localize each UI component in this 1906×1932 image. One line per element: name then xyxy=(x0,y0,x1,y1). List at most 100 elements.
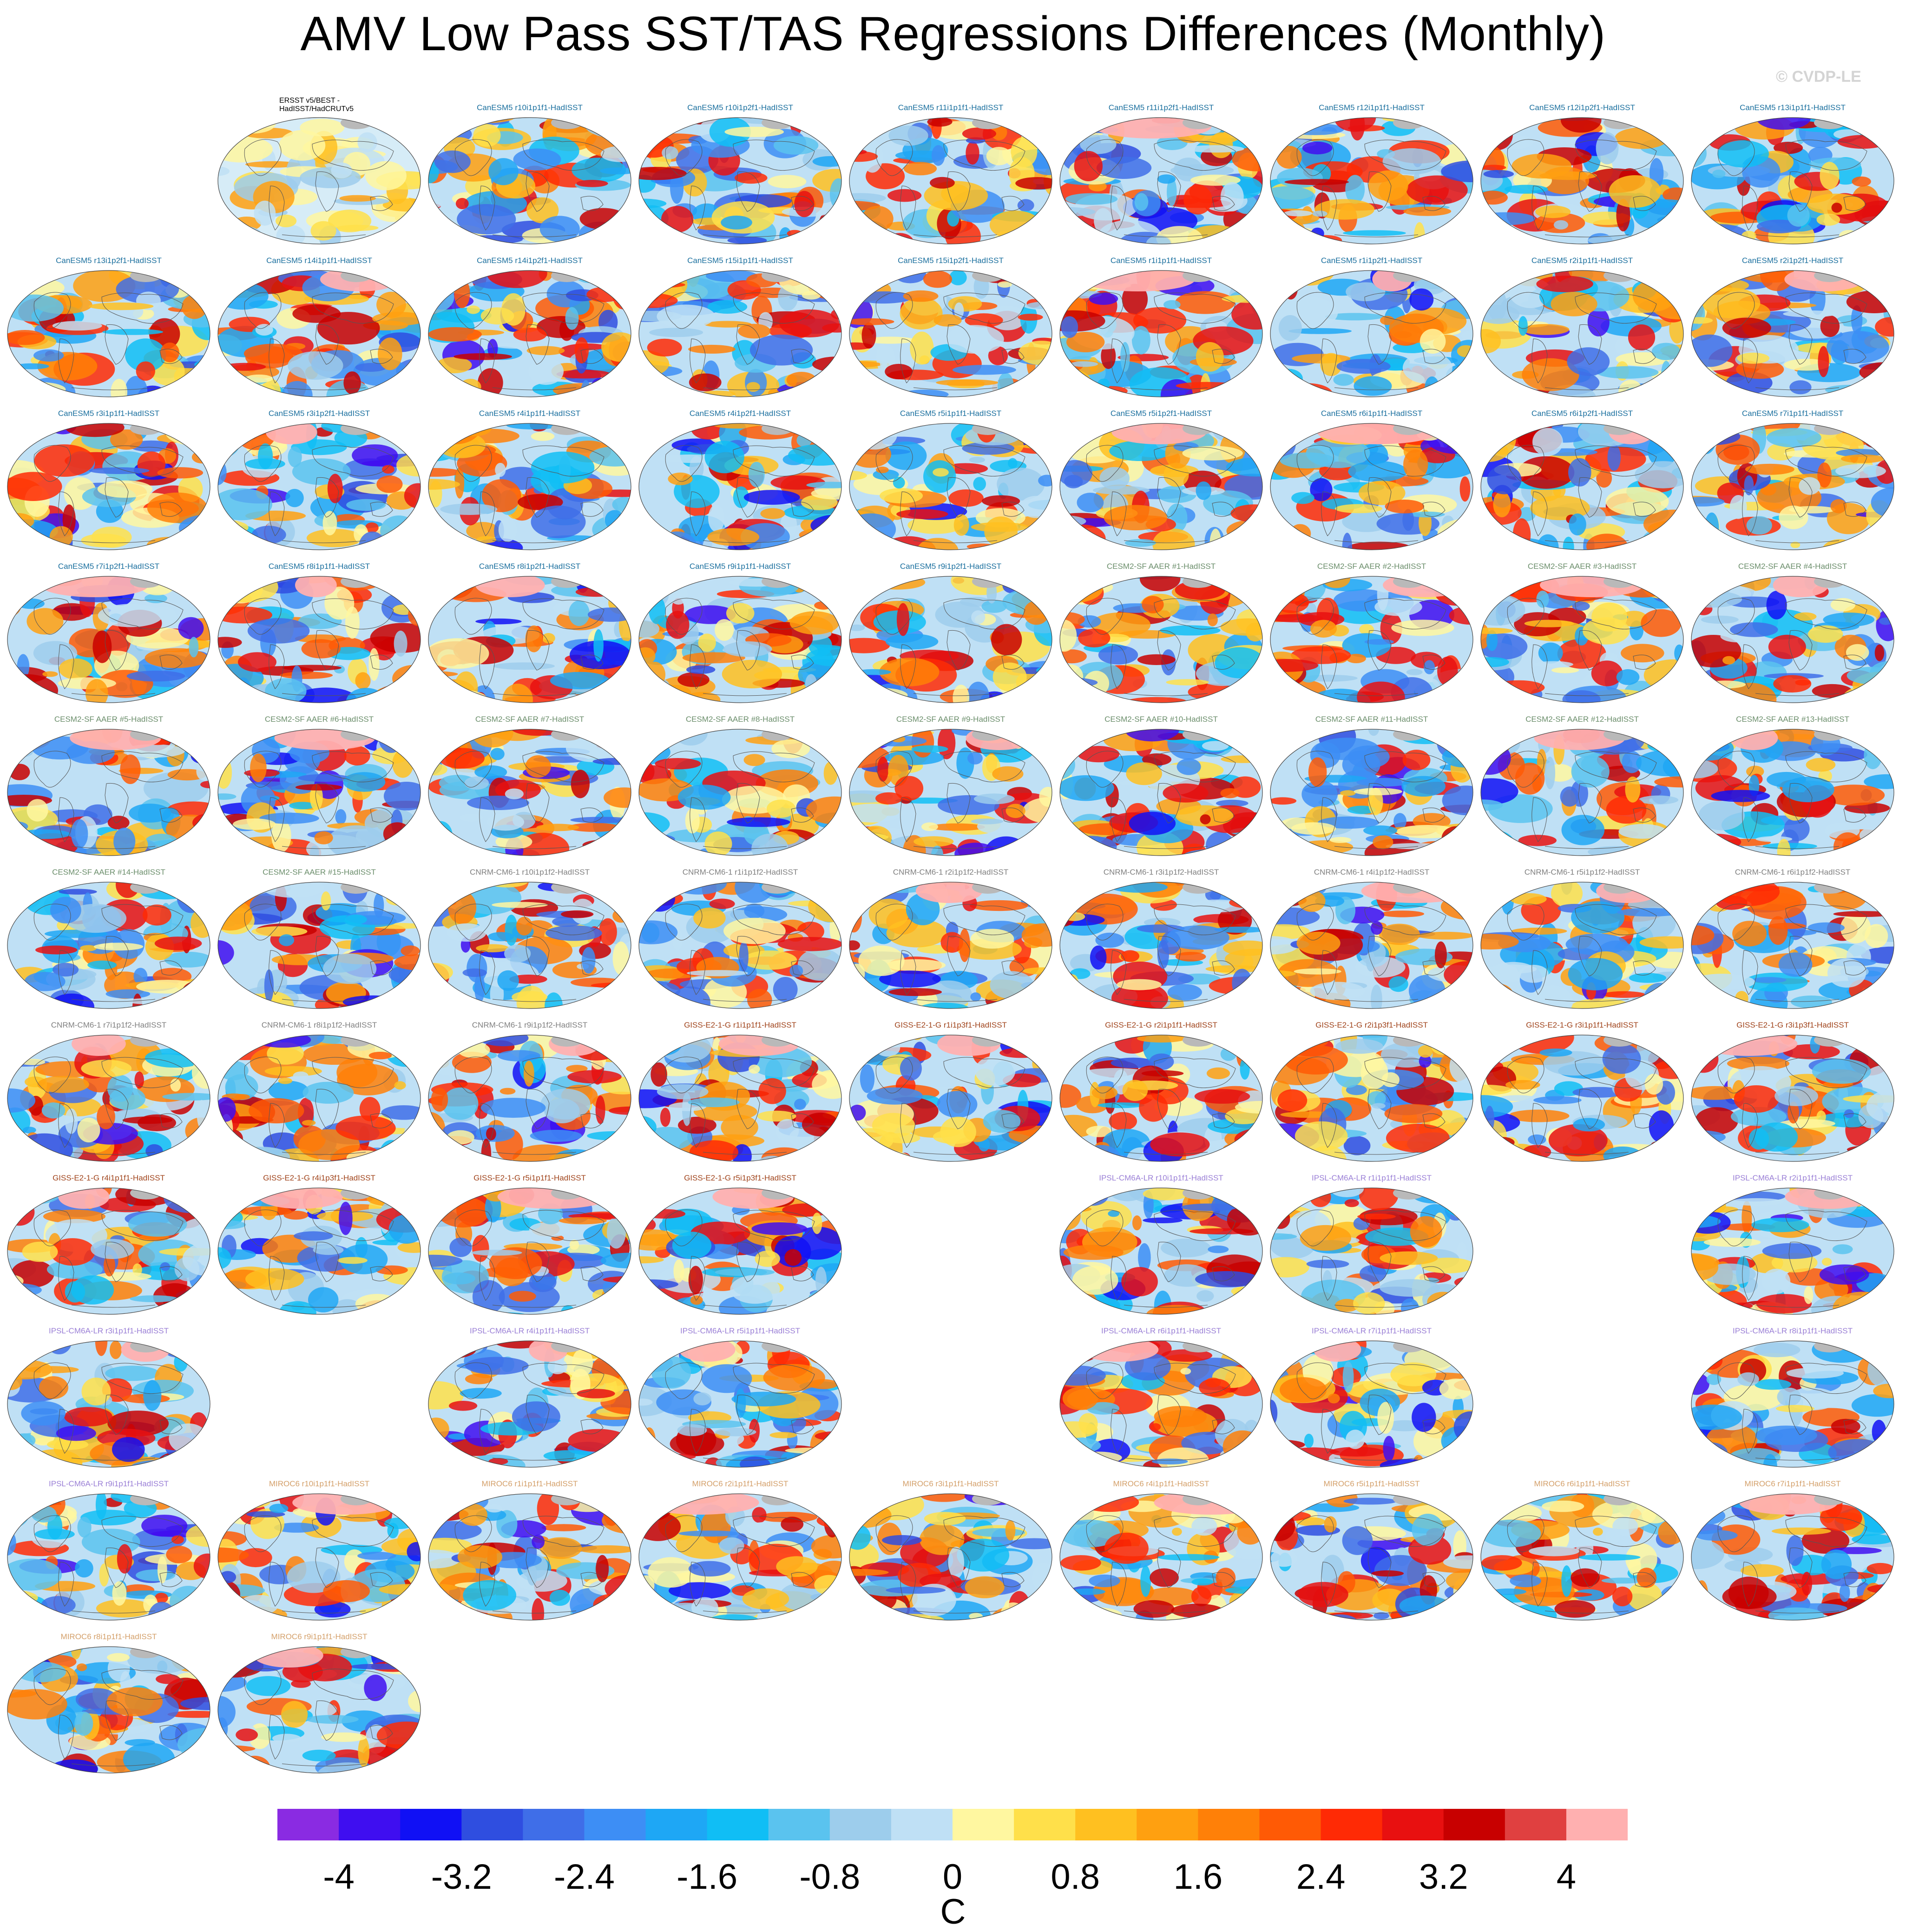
regression-field xyxy=(1480,728,1684,857)
regression-field xyxy=(638,728,842,857)
colorbar-swatch xyxy=(339,1809,401,1840)
panel-title: CESM2-SF AAER #5-HadISST xyxy=(4,715,214,724)
map-panel: CESM2-SF AAER #1-HadISST xyxy=(1056,562,1266,710)
colorbar-swatch xyxy=(953,1809,1014,1840)
world-map xyxy=(1480,1034,1684,1163)
world-map xyxy=(1059,1034,1263,1163)
map-panel: CNRM-CM6-1 r5i1p1f2-HadISST xyxy=(1477,868,1687,1015)
world-map xyxy=(1269,881,1474,1010)
panel-title: CESM2-SF AAER #14-HadISST xyxy=(4,868,214,877)
panel-title: CNRM-CM6-1 r1i1p1f2-HadISST xyxy=(635,868,845,877)
panel-title: GISS-E2-1-G r5i1p3f1-HadISST xyxy=(635,1174,845,1183)
panel-title: GISS-E2-1-G r5i1p1f1-HadISST xyxy=(425,1174,635,1183)
regression-field xyxy=(1690,728,1895,857)
world-map xyxy=(1690,1187,1895,1316)
panel-title: CanESM5 r15i1p1f1-HadISST xyxy=(635,256,845,265)
regression-field xyxy=(427,575,632,704)
map-panel: IPSL-CM6A-LR r2i1p1f1-HadISST xyxy=(1688,1174,1898,1321)
map-panel: IPSL-CM6A-LR r9i1p1f1-HadISST xyxy=(4,1479,214,1627)
colorbar-swatch xyxy=(584,1809,646,1840)
colorbar-swatch xyxy=(277,1809,339,1840)
colorbar-swatch xyxy=(461,1809,523,1840)
colorbar-swatch xyxy=(1259,1809,1321,1840)
panel-title: CESM2-SF AAER #13-HadISST xyxy=(1688,715,1898,724)
regression-field xyxy=(1480,575,1684,704)
panel-title: GISS-E2-1-G r2i1p1f1-HadISST xyxy=(1056,1021,1266,1030)
panel-title: GISS-E2-1-G r2i1p3f1-HadISST xyxy=(1267,1021,1477,1030)
world-map xyxy=(427,1339,632,1469)
panel-title: CanESM5 r3i1p2f1-HadISST xyxy=(214,409,424,418)
panel-title: CanESM5 r11i1p2f1-HadISST xyxy=(1056,103,1266,112)
panel-title: CESM2-SF AAER #12-HadISST xyxy=(1477,715,1687,724)
panel-title: MIROC6 r10i1p1f1-HadISST xyxy=(214,1479,424,1489)
map-panel: CanESM5 r8i1p1f1-HadISST xyxy=(214,562,424,710)
map-panel: MIROC6 r4i1p1f1-HadISST xyxy=(1056,1479,1266,1627)
panel-title: CESM2-SF AAER #8-HadISST xyxy=(635,715,845,724)
map-panel: CanESM5 r13i1p1f1-HadISST xyxy=(1688,103,1898,251)
world-map xyxy=(1480,575,1684,704)
map-panel: IPSL-CM6A-LR r3i1p1f1-HadISST xyxy=(4,1326,214,1474)
panel-title: CNRM-CM6-1 r2i1p1f2-HadISST xyxy=(846,868,1056,877)
regression-field xyxy=(1690,1492,1895,1622)
panel-title: IPSL-CM6A-LR r6i1p1f1-HadISST xyxy=(1056,1326,1266,1336)
world-map xyxy=(1690,728,1895,857)
regression-field xyxy=(7,1492,211,1622)
panel-title: GISS-E2-1-G r4i1p1f1-HadISST xyxy=(4,1174,214,1183)
regression-field xyxy=(848,116,1053,245)
colorbar-swatch xyxy=(400,1809,462,1840)
colorbar-swatch xyxy=(707,1809,769,1840)
colorbar-swatch xyxy=(769,1809,830,1840)
regression-field xyxy=(217,269,421,398)
regression-field xyxy=(427,269,632,398)
regression-field xyxy=(1269,881,1474,1010)
map-panel: CNRM-CM6-1 r1i1p1f2-HadISST xyxy=(635,868,845,1015)
map-panel: GISS-E2-1-G r3i1p1f1-HadISST xyxy=(1477,1021,1687,1168)
regression-field xyxy=(1059,881,1263,1010)
regression-field xyxy=(7,575,211,704)
colorbar-unit-label: C xyxy=(940,1892,966,1932)
panel-title: CanESM5 r7i1p1f1-HadISST xyxy=(1688,409,1898,418)
panel-title: IPSL-CM6A-LR r5i1p1f1-HadISST xyxy=(635,1326,845,1336)
panel-title: CNRM-CM6-1 r3i1p1f2-HadISST xyxy=(1056,868,1266,877)
world-map xyxy=(638,1034,842,1163)
panel-title: CESM2-SF AAER #9-HadISST xyxy=(846,715,1056,724)
map-panel: CESM2-SF AAER #3-HadISST xyxy=(1477,562,1687,710)
world-map xyxy=(1690,575,1895,704)
panel-title: MIROC6 r8i1p1f1-HadISST xyxy=(4,1632,214,1642)
regression-field xyxy=(217,1187,421,1316)
colorbar-swatch xyxy=(523,1809,585,1840)
world-map xyxy=(1269,422,1474,551)
colorbar-swatch xyxy=(1075,1809,1137,1840)
regression-field xyxy=(1059,1187,1263,1316)
map-panel: CESM2-SF AAER #4-HadISST xyxy=(1688,562,1898,710)
regression-field xyxy=(1480,422,1684,551)
world-map xyxy=(7,1187,211,1316)
panel-title: GISS-E2-1-G r3i1p1f1-HadISST xyxy=(1477,1021,1687,1030)
regression-field xyxy=(1480,269,1684,398)
regression-field xyxy=(638,1034,842,1163)
panel-title: CanESM5 r13i1p1f1-HadISST xyxy=(1688,103,1898,112)
world-map xyxy=(7,881,211,1010)
world-map xyxy=(1690,422,1895,551)
world-map xyxy=(1059,575,1263,704)
regression-field xyxy=(1059,728,1263,857)
panel-title: CanESM5 r8i1p1f1-HadISST xyxy=(214,562,424,571)
colorbar-tick-label: -4 xyxy=(323,1857,355,1897)
world-map xyxy=(7,728,211,857)
world-map xyxy=(638,1339,842,1469)
map-panel: CanESM5 r10i1p1f1-HadISST xyxy=(425,103,635,251)
regression-field xyxy=(638,422,842,551)
panel-title: CNRM-CM6-1 r10i1p1f2-HadISST xyxy=(425,868,635,877)
world-map xyxy=(217,116,421,245)
world-map xyxy=(848,1492,1053,1622)
world-map xyxy=(1269,575,1474,704)
panel-title: CanESM5 r9i1p2f1-HadISST xyxy=(846,562,1056,571)
world-map xyxy=(638,422,842,551)
panel-title: IPSL-CM6A-LR r8i1p1f1-HadISST xyxy=(1688,1326,1898,1336)
colorbar-tick-label: 0.8 xyxy=(1051,1857,1100,1897)
world-map xyxy=(1690,1339,1895,1469)
regression-field xyxy=(1269,728,1474,857)
panel-title: CanESM5 r4i1p1f1-HadISST xyxy=(425,409,635,418)
panel-title: CESM2-SF AAER #15-HadISST xyxy=(214,868,424,877)
